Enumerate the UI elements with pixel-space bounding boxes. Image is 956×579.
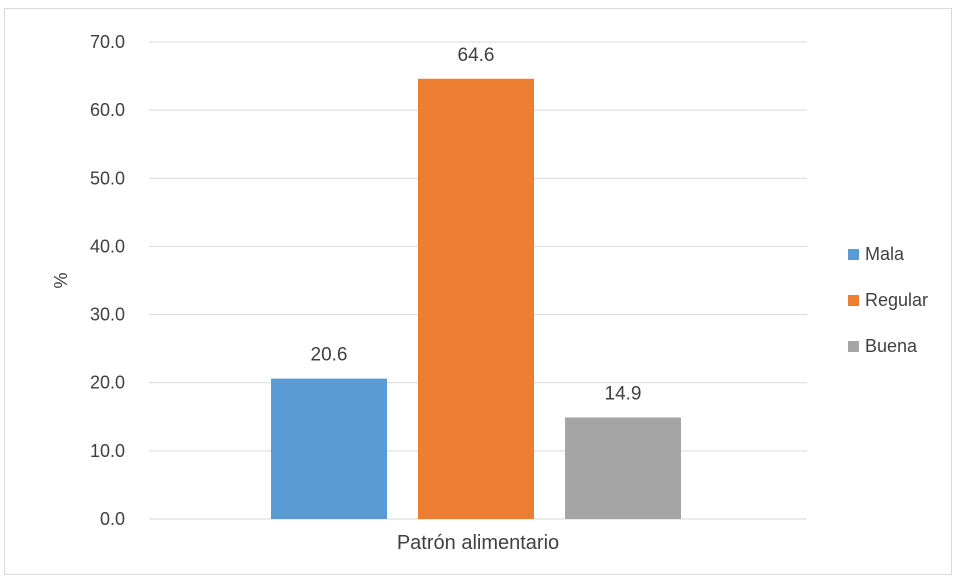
y-axis-label: % [51, 272, 71, 288]
y-tick-label: 40.0 [90, 236, 125, 256]
legend-swatch-regular [848, 294, 859, 306]
legend-item-regular: Regular [848, 288, 928, 312]
bar-chart: 0.0 10.0 20.0 30.0 40.0 50.0 60.0 70.0 20.6 64.6… [51, 32, 807, 554]
legend-label-buena: Buena [865, 335, 918, 356]
y-tick-label: 30.0 [90, 305, 125, 325]
legend-item-mala: Mala [848, 242, 928, 266]
y-axis-ticks: 0.0 10.0 20.0 30.0 40.0 50.0 60.0 70.0 [90, 32, 125, 529]
data-label-mala: 20.6 [311, 345, 348, 366]
data-labels: 20.6 64.6 14.9 [311, 45, 642, 405]
bar-mala [271, 378, 387, 519]
legend-label-regular: Regular [865, 289, 929, 310]
legend-swatch-buena [848, 340, 859, 352]
legend-swatch-mala [848, 248, 859, 260]
data-label-buena: 14.9 [605, 383, 642, 404]
y-tick-label: 70.0 [90, 32, 125, 52]
bar-regular [418, 78, 534, 519]
legend: Mala Regular Buena [848, 242, 928, 380]
y-tick-label: 10.0 [90, 441, 125, 461]
y-tick-label: 0.0 [100, 509, 125, 529]
legend-item-buena: Buena [848, 334, 928, 358]
data-label-regular: 64.6 [458, 45, 495, 66]
legend-label-mala: Mala [865, 243, 905, 264]
y-tick-label: 20.0 [90, 373, 125, 393]
x-axis-label: Patrón alimentario [397, 532, 559, 554]
chart-area: 0.0 10.0 20.0 30.0 40.0 50.0 60.0 70.0 20.6 64.6… [4, 8, 952, 575]
bars [271, 78, 681, 519]
y-tick-label: 50.0 [90, 168, 125, 188]
bar-buena [565, 417, 681, 519]
y-tick-label: 60.0 [90, 100, 125, 120]
